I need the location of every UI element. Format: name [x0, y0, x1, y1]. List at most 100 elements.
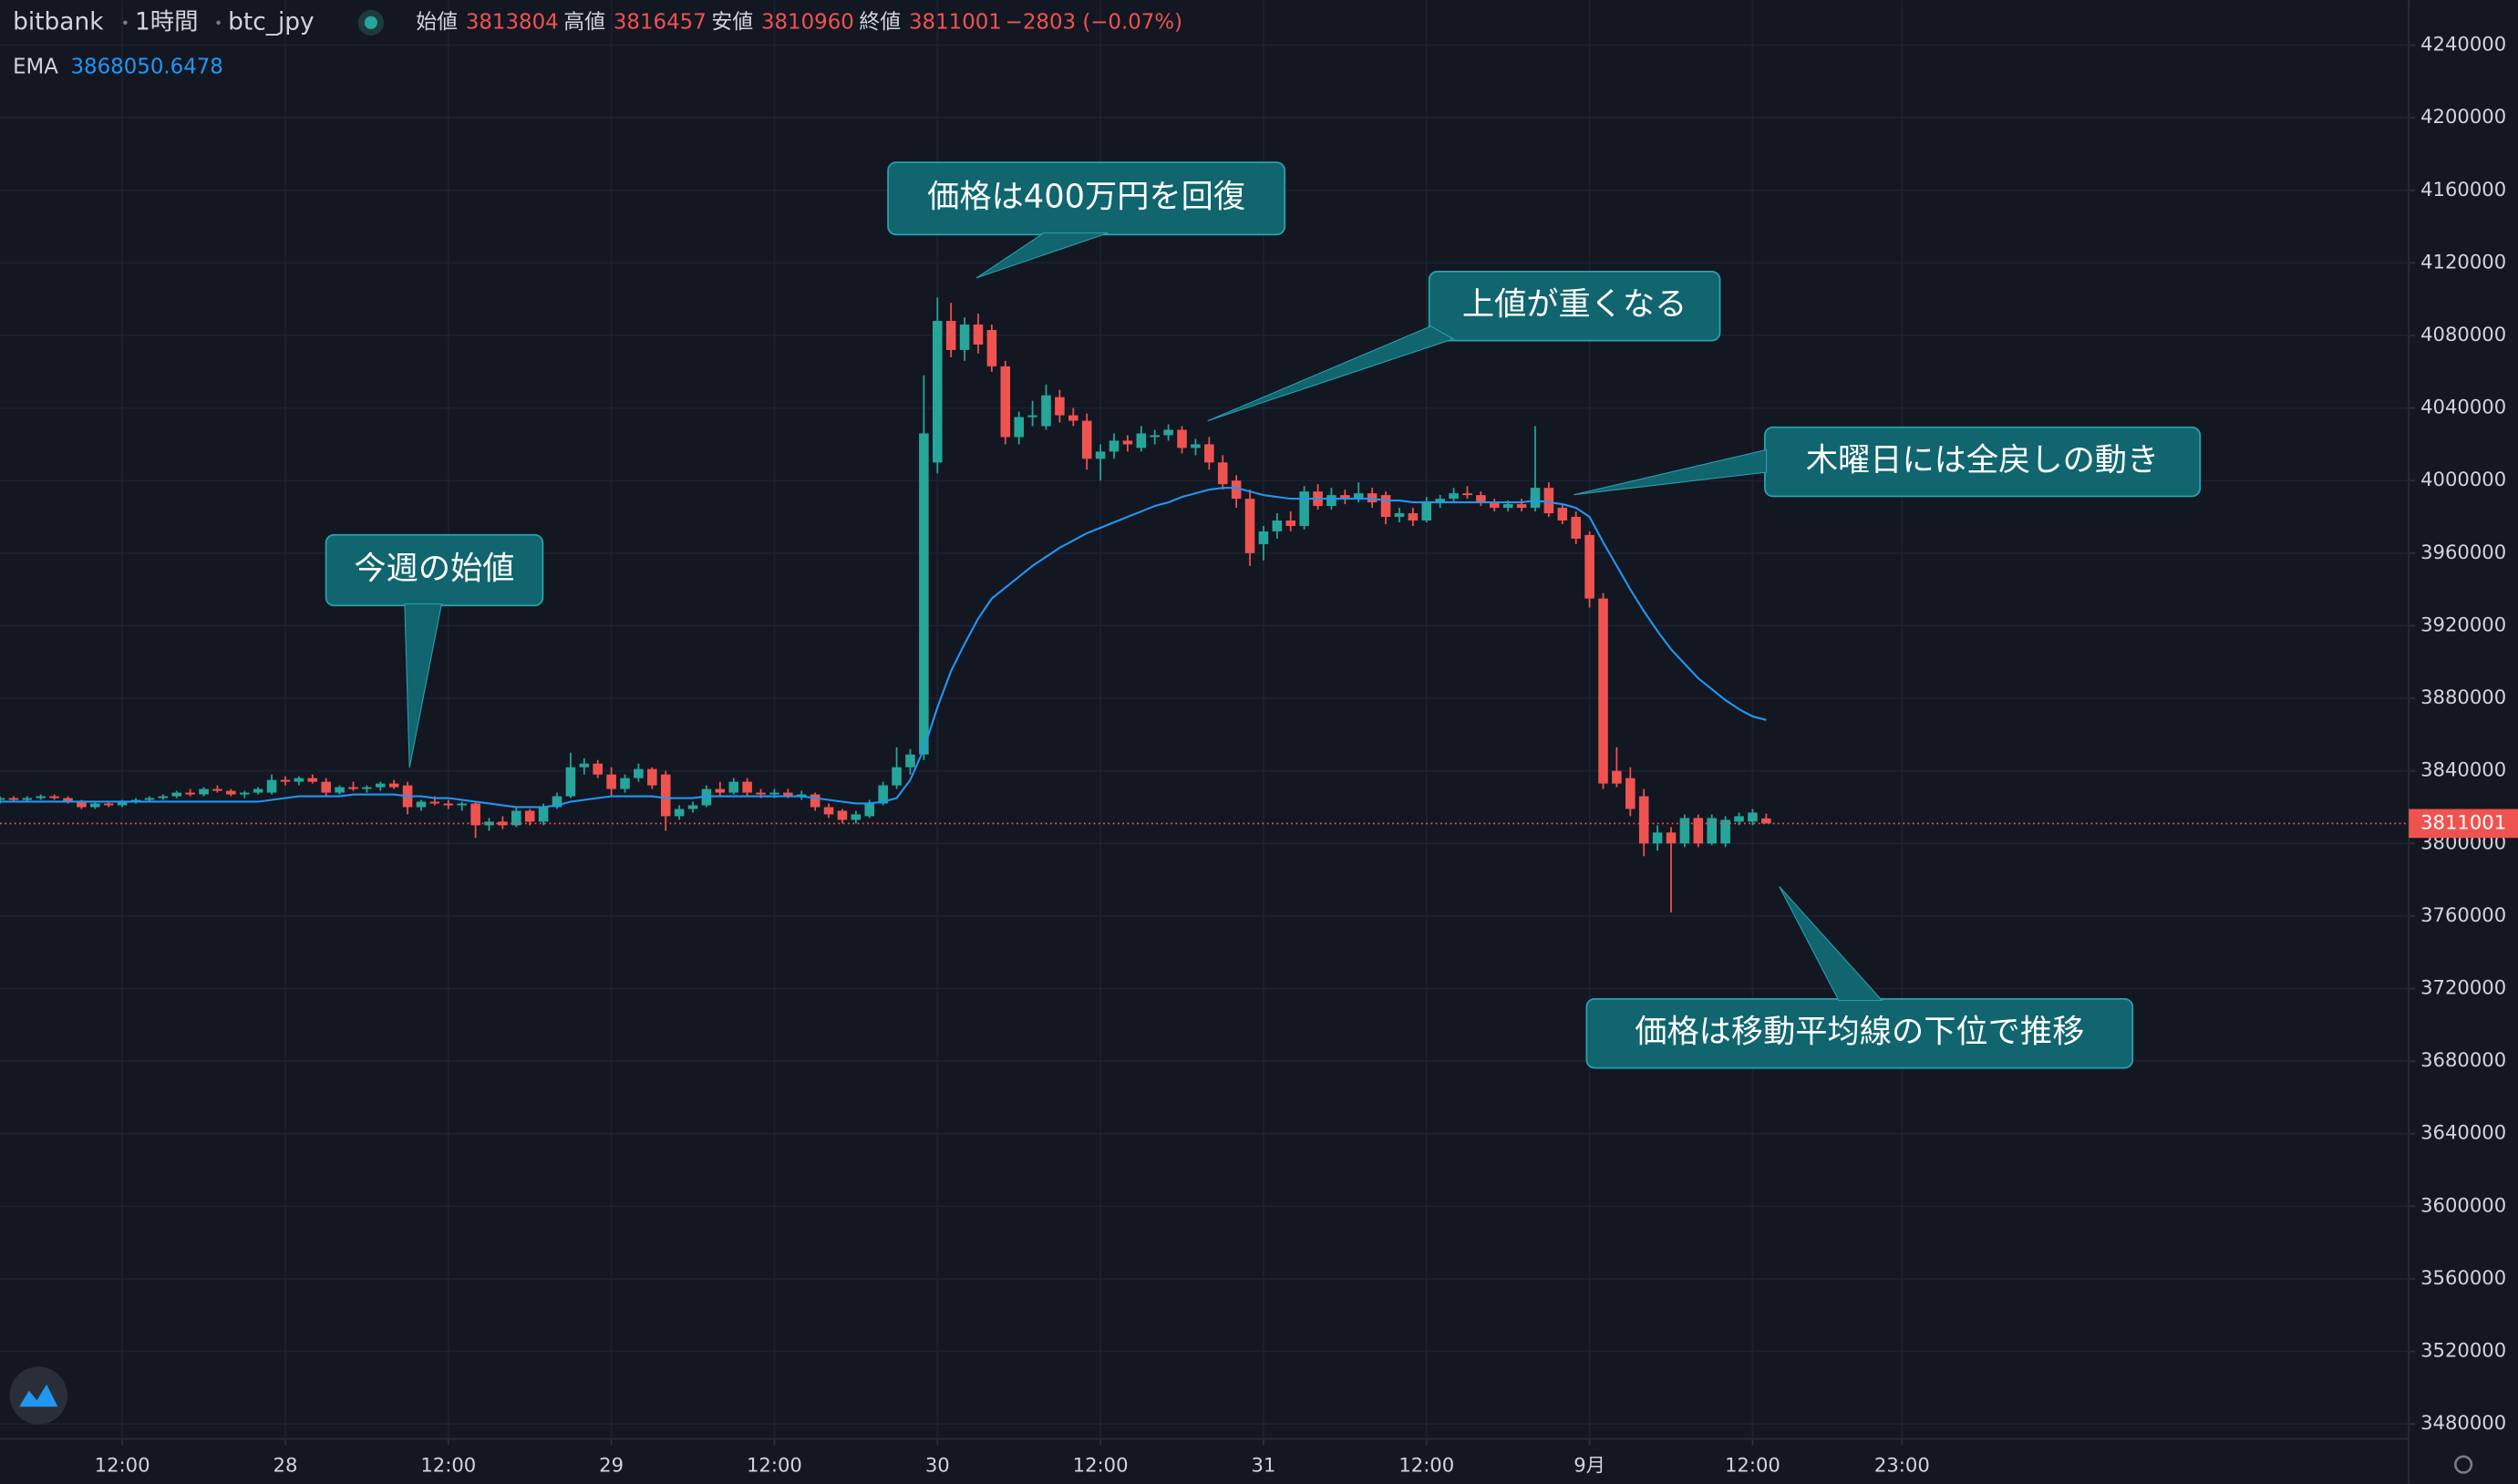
logo-circle[interactable] — [9, 1366, 67, 1425]
y-tick-label: 3920000 — [2420, 613, 2506, 635]
x-tick-label: 12:00 — [95, 1453, 150, 1476]
candle-body — [878, 785, 888, 804]
candle-body — [484, 821, 494, 826]
x-tick-label: 28 — [273, 1453, 298, 1476]
candle-body — [1244, 499, 1255, 553]
candle-body — [280, 779, 291, 782]
low-label: 安値 — [711, 10, 753, 34]
candle-body — [620, 778, 630, 789]
callout-pointer — [1779, 886, 1883, 1002]
y-tick-label: 3480000 — [2420, 1411, 2506, 1434]
candle-body — [239, 792, 250, 795]
x-tick-label: 9月 — [1574, 1453, 1605, 1476]
candle-body — [1612, 770, 1622, 784]
candle-body — [144, 798, 155, 800]
candle-body — [266, 779, 277, 793]
candle-body — [1204, 444, 1214, 463]
y-tick-label: 3840000 — [2420, 758, 2506, 781]
header: bitbank 1時間 btc_jpy 始値 3813804 高値 381645… — [13, 7, 1182, 78]
open-value: 3813804 — [466, 10, 559, 34]
candle-body — [36, 796, 46, 799]
y-tick-label: 3520000 — [2420, 1339, 2506, 1362]
candle-body — [1163, 429, 1173, 436]
candle-body — [1693, 818, 1704, 844]
candle-body — [579, 763, 590, 768]
candle-body — [1068, 415, 1078, 421]
candle-body — [1638, 796, 1649, 844]
candle-body — [1081, 420, 1092, 459]
candle-body — [892, 767, 902, 786]
callout: 上値が重くなる — [1207, 271, 1721, 422]
candle-body — [1136, 433, 1147, 448]
settings-icon[interactable] — [2453, 1455, 2473, 1474]
y-tick-label: 3960000 — [2420, 541, 2506, 563]
candle-body — [1707, 818, 1718, 844]
callout-text: 木曜日には全戻しの動き — [1806, 442, 2159, 479]
y-tick-label: 4200000 — [2420, 105, 2506, 128]
candle-body — [1285, 520, 1296, 526]
close-label: 終値 — [859, 10, 901, 34]
logo-shape[interactable] — [19, 1384, 58, 1407]
candle-body — [1014, 417, 1024, 438]
settings[interactable] — [2453, 1455, 2473, 1474]
candle-body — [1679, 818, 1690, 844]
y-tick-label: 4240000 — [2420, 33, 2506, 56]
logo[interactable] — [9, 1366, 67, 1425]
callout-pointer — [975, 232, 1109, 279]
candle-body — [1340, 495, 1350, 500]
y-tick-label: 4120000 — [2420, 250, 2506, 273]
candle-body — [810, 794, 820, 808]
candle-body — [443, 803, 454, 806]
candle-body — [1625, 778, 1636, 809]
last-price-label: 3811001 — [2420, 810, 2506, 833]
candle-body — [90, 803, 100, 808]
candle-body — [783, 792, 793, 797]
candle-body — [171, 792, 182, 797]
candle-body — [103, 803, 114, 806]
callout-text: 今週の始値 — [354, 551, 514, 588]
candle-body — [945, 321, 956, 350]
high-label: 高値 — [563, 10, 605, 34]
x-tick-label: 12:00 — [1725, 1453, 1780, 1476]
interval[interactable]: 1時間 — [135, 7, 199, 36]
callout-pointer — [1574, 448, 1768, 496]
candle-body — [647, 768, 657, 786]
candle-body — [1502, 504, 1513, 509]
candle-body — [919, 433, 929, 755]
plot — [0, 297, 2410, 912]
candle-body — [1122, 440, 1133, 445]
candle-body — [1258, 531, 1269, 544]
ema-line — [0, 487, 1767, 809]
candle-body — [1666, 832, 1677, 844]
candle-body — [185, 792, 195, 795]
y-tick-label: 3600000 — [2420, 1193, 2506, 1216]
candle-body — [932, 321, 943, 463]
candle-body — [742, 781, 752, 793]
candle-body — [1109, 440, 1120, 452]
candle-body — [1353, 493, 1364, 500]
exchange: bitbank — [13, 7, 104, 36]
candle-body — [1516, 504, 1527, 509]
candle-body — [1652, 832, 1663, 844]
ema-label: EMA — [13, 56, 58, 79]
candle-body — [959, 325, 970, 350]
candle-body — [470, 803, 480, 826]
candle-body — [524, 810, 535, 822]
low-value: 3810960 — [761, 10, 854, 34]
candle-body — [1191, 444, 1201, 448]
candle-body — [1150, 435, 1160, 438]
x-tick-label: 23:00 — [1874, 1453, 1930, 1476]
candle-body — [1489, 502, 1500, 509]
y-tick-label: 3880000 — [2420, 685, 2506, 708]
candle-body — [1380, 495, 1391, 518]
candle-body — [864, 803, 875, 817]
candle-body — [1217, 462, 1228, 485]
y-tick-label: 3680000 — [2420, 1048, 2506, 1071]
x-tick-label: 29 — [599, 1453, 624, 1476]
change: −2803 (−0.07%) — [1006, 10, 1182, 34]
candle-body — [1408, 513, 1419, 521]
callout: 木曜日には全戻しの動き — [1574, 426, 2202, 498]
